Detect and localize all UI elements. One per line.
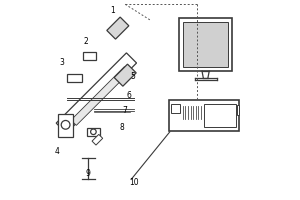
Text: 5: 5 <box>131 72 136 81</box>
Polygon shape <box>92 134 103 145</box>
Polygon shape <box>169 100 239 131</box>
Text: 3: 3 <box>60 58 65 67</box>
Polygon shape <box>183 22 228 67</box>
Polygon shape <box>237 105 239 115</box>
Polygon shape <box>67 74 82 82</box>
Polygon shape <box>114 64 136 86</box>
Polygon shape <box>179 18 232 71</box>
Polygon shape <box>56 53 136 133</box>
Polygon shape <box>204 104 236 127</box>
Polygon shape <box>71 67 130 125</box>
Text: 7: 7 <box>123 106 128 115</box>
Text: 4: 4 <box>55 147 59 156</box>
Text: 2: 2 <box>83 37 88 46</box>
Text: 6: 6 <box>127 91 132 100</box>
Polygon shape <box>171 104 180 113</box>
Polygon shape <box>58 114 73 137</box>
Polygon shape <box>83 52 96 60</box>
Text: 1: 1 <box>110 6 115 15</box>
Polygon shape <box>87 128 100 136</box>
Text: 8: 8 <box>120 123 124 132</box>
Text: 10: 10 <box>129 178 139 187</box>
Polygon shape <box>107 17 129 39</box>
Text: 9: 9 <box>85 169 90 178</box>
